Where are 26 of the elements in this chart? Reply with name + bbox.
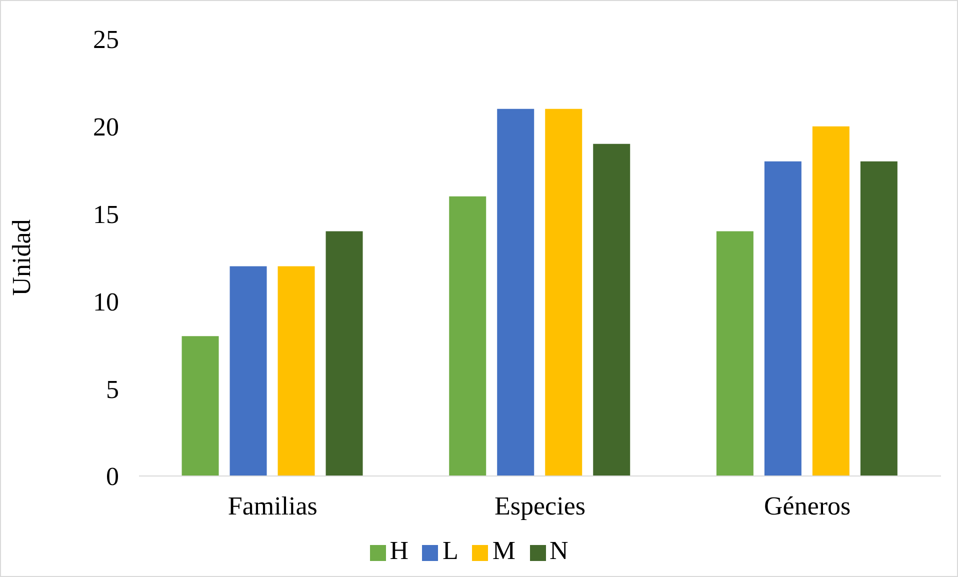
legend-label: M <box>492 536 516 565</box>
y-tick-label: 20 <box>93 112 119 142</box>
bar <box>812 126 850 476</box>
bar <box>230 266 267 476</box>
bar <box>497 108 534 476</box>
x-tick-label: Especies <box>494 491 586 520</box>
legend-label: L <box>442 536 458 565</box>
bar <box>449 196 486 476</box>
bar <box>545 108 582 476</box>
legend-label: H <box>390 536 408 565</box>
x-tick-label: Familias <box>228 491 318 520</box>
bar <box>182 336 219 476</box>
y-tick-label: 15 <box>93 200 119 230</box>
bar <box>860 161 898 476</box>
bar <box>278 266 315 476</box>
x-tick-label: Géneros <box>764 491 851 520</box>
y-tick-label: 5 <box>106 374 119 404</box>
bar <box>716 231 754 476</box>
y-tick-label: 0 <box>106 462 119 492</box>
bar <box>593 144 630 476</box>
y-axis-title: Unidad <box>7 219 36 296</box>
y-tick-label: 25 <box>93 25 119 54</box>
bar <box>326 231 363 476</box>
y-tick-label: 10 <box>93 287 119 316</box>
bar <box>764 161 802 476</box>
legend-label: N <box>550 536 568 565</box>
